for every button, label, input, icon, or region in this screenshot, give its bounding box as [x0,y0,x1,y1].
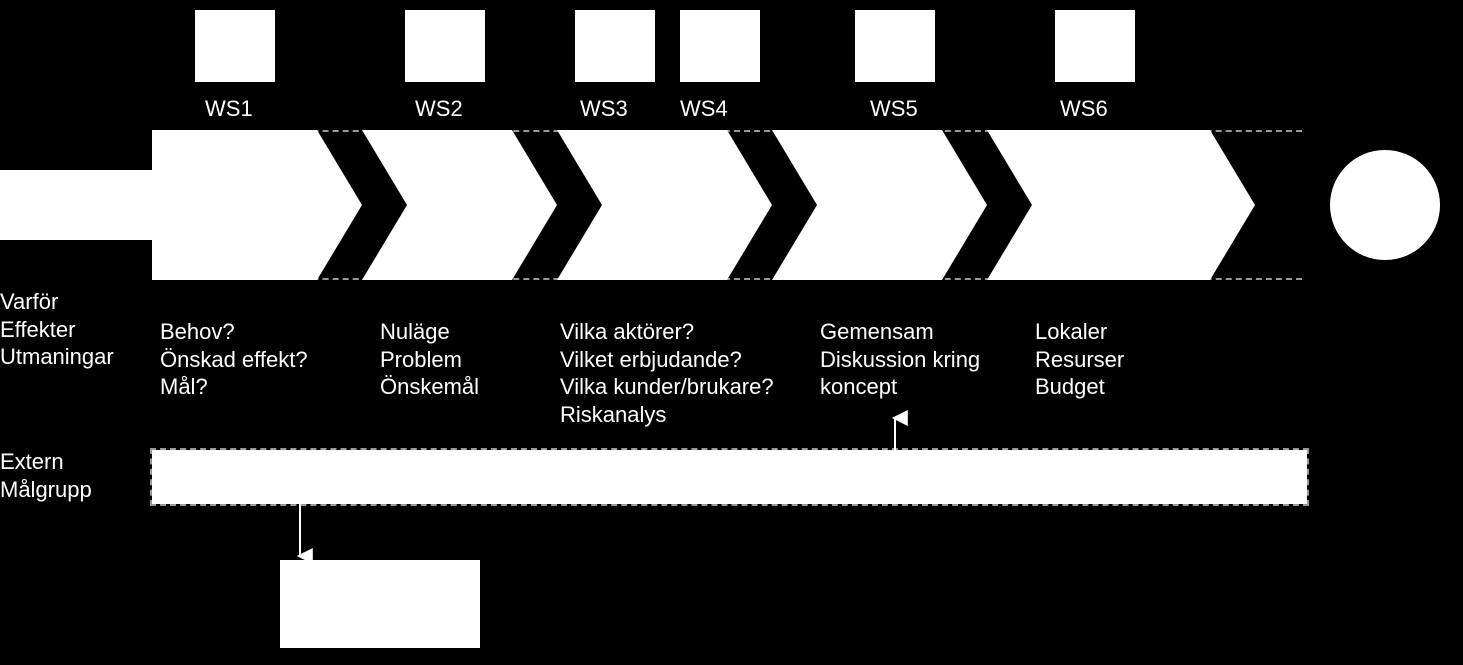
ws-square [680,10,760,82]
diagram-stage: WS1 WS2 WS3 WS4 WS5 WS6 Varför Effekter Utman… [0,0,1463,665]
phase-text: Behov? Önskad effekt? Mål? [160,318,308,401]
ws-label: WS1 [205,95,253,123]
ws-label: WS4 [680,95,728,123]
phase-text: Lokaler Resurser Budget [1035,318,1124,401]
phase-text: Nuläge Problem Önskemål [380,318,479,401]
ws-label: WS2 [415,95,463,123]
left-bottom-label: Extern Målgrupp [0,448,92,503]
ws-square [195,10,275,82]
ws-label: WS5 [870,95,918,123]
ws-label: WS6 [1060,95,1108,123]
phase-text: Gemensam Diskussion kring koncept [820,318,980,401]
extern-bar [152,450,1307,504]
ws-square [855,10,935,82]
start-node [0,170,152,240]
ws-label: WS3 [580,95,628,123]
ws-square [1055,10,1135,82]
chevron-dashed-outline [152,130,1302,280]
phase-text: Vilka aktörer? Vilket erbjudande? Vilka … [560,318,774,428]
left-top-label: Varför Effekter Utmaningar [0,288,114,371]
end-node [1330,150,1440,260]
bottom-box [280,560,480,648]
ws-square [405,10,485,82]
ws-square [575,10,655,82]
